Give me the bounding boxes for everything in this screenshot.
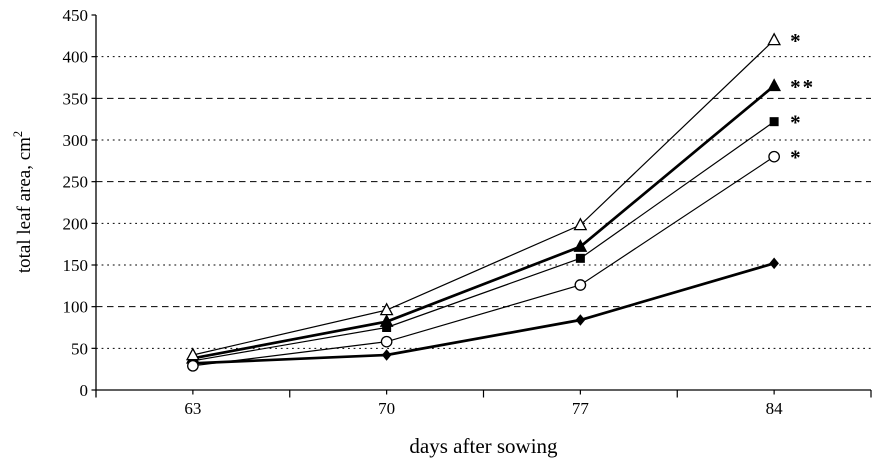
axes: 0 50 100 150 200 250 300 350 400 450 63 70 77 84 — [63, 6, 872, 418]
significance-open-triangle: * — [790, 29, 803, 53]
series-line-open-circle — [192, 156, 775, 367]
marker-filled-diamond-77 — [575, 314, 586, 326]
marker-open-triangle-84 — [767, 32, 782, 46]
y-tick-label-400: 400 — [63, 48, 89, 67]
marker-open-triangle-63 — [185, 347, 200, 361]
y-tick-label-200: 200 — [63, 214, 89, 233]
series-lines — [192, 39, 775, 367]
x-tick-label-63: 63 — [184, 399, 201, 418]
marker-filled-square-77 — [575, 253, 585, 263]
x-tick-label-84: 84 — [766, 399, 784, 418]
x-tick-label-77: 77 — [572, 399, 590, 418]
marker-filled-triangle-84 — [767, 78, 782, 92]
marker-open-triangle-70 — [379, 302, 394, 316]
y-tick-label-50: 50 — [71, 339, 88, 358]
marker-open-circle-63 — [187, 359, 199, 372]
series-line-filled-triangle — [192, 84, 775, 360]
marker-filled-square-70 — [382, 323, 392, 332]
series-markers — [185, 32, 782, 372]
y-tick-label-450: 450 — [63, 6, 89, 25]
y-tick-label-300: 300 — [63, 131, 89, 150]
y-tick-label-250: 250 — [63, 173, 89, 192]
marker-open-circle-77 — [574, 279, 587, 291]
significance-open-circle: * — [790, 146, 803, 170]
marker-filled-diamond-84 — [769, 257, 779, 270]
significance-filled-square: * — [790, 111, 803, 135]
y-axis-title-superscript: 2 — [11, 131, 25, 137]
marker-filled-diamond-70 — [381, 349, 392, 361]
y-tick-label-150: 150 — [63, 256, 89, 275]
marker-filled-triangle-77 — [573, 239, 588, 252]
series-line-filled-diamond — [192, 262, 775, 365]
marker-open-circle-84 — [768, 150, 780, 163]
y-tick-label-350: 350 — [63, 89, 89, 108]
significance-filled-triangle: ** — [790, 75, 815, 99]
x-tick-label-70: 70 — [378, 399, 395, 418]
y-tick-label-100: 100 — [63, 298, 89, 317]
series-line-open-triangle — [192, 39, 775, 356]
marker-filled-square-84 — [769, 117, 779, 127]
marker-open-triangle-77 — [573, 217, 588, 231]
marker-open-circle-70 — [380, 335, 393, 348]
gridlines — [96, 56, 871, 349]
y-axis-title: total leaf area, cm2 — [11, 131, 35, 273]
significance-annotations: ***** — [790, 29, 815, 170]
x-axis-title: days after sowing — [409, 434, 558, 458]
series-line-filled-square — [192, 121, 775, 362]
y-tick-label-0: 0 — [80, 381, 89, 400]
marker-filled-triangle-70 — [379, 314, 394, 327]
